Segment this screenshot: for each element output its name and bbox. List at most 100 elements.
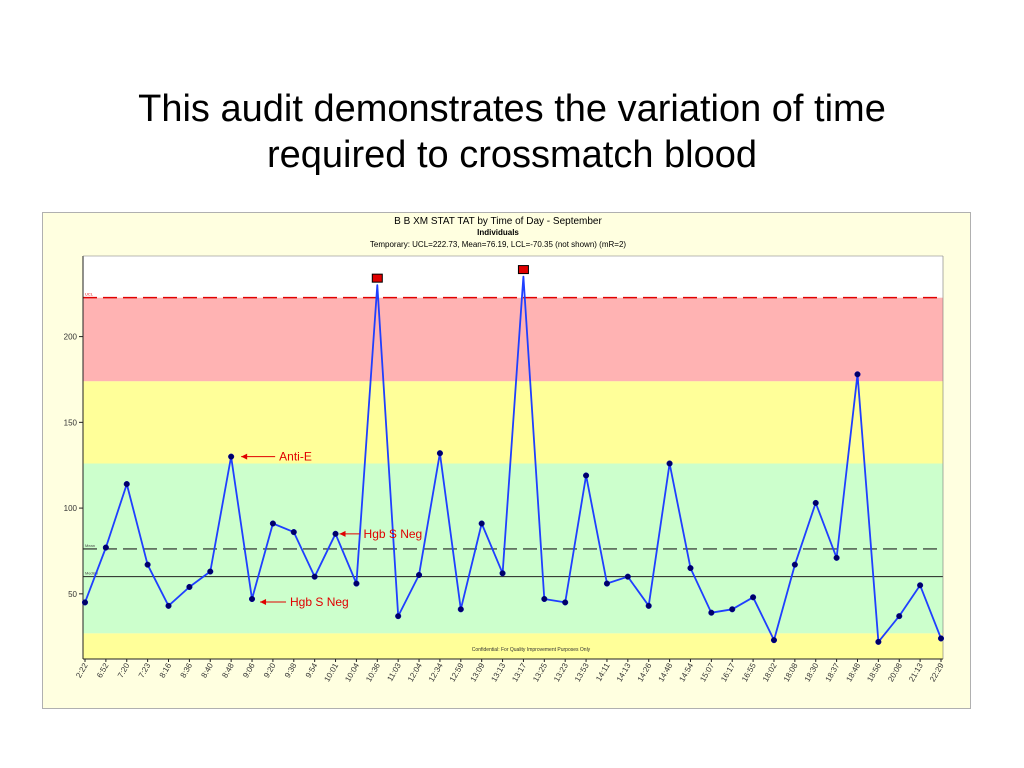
- x-tick-label: 14:26: [636, 661, 654, 683]
- x-tick-label: 18:56: [865, 661, 883, 683]
- data-point: [937, 635, 945, 642]
- x-tick-label: 9:06: [241, 661, 257, 679]
- data-point: [102, 544, 109, 551]
- data-point: [562, 599, 569, 606]
- x-tick-label: 6:52: [95, 661, 111, 679]
- x-tick-label: 20:08: [886, 661, 904, 683]
- x-tick-label: 22:29: [928, 661, 946, 683]
- data-point: [186, 583, 193, 591]
- x-tick-label: 9:54: [304, 661, 320, 679]
- data-point: [583, 472, 590, 479]
- x-tick-label: 8:48: [220, 661, 236, 679]
- x-tick-label: 18:08: [782, 661, 800, 683]
- x-tick-label: 15:07: [698, 661, 716, 683]
- x-tick-label: 10:36: [364, 661, 382, 683]
- x-tick-label: 12:04: [406, 661, 424, 683]
- data-point: [81, 599, 89, 606]
- y-tick-label: 200: [64, 333, 78, 342]
- data-point: [603, 580, 611, 587]
- annotation-arrow-head: [260, 598, 267, 605]
- data-point: [248, 595, 256, 603]
- data-point: [917, 582, 924, 589]
- x-tick-label: 7:23: [137, 661, 153, 679]
- data-point: [896, 613, 903, 620]
- x-tick-label: 14:13: [615, 661, 633, 683]
- x-tick-label: 14:54: [677, 661, 695, 683]
- data-point: [415, 571, 423, 579]
- annotation-arrow-head: [339, 530, 346, 537]
- plot-area: UCL Mean Median 50 100 150 200 2:22 6:52 7:20 7:23…: [64, 255, 946, 683]
- data-point: [332, 530, 339, 537]
- y-tick-label: 50: [68, 590, 77, 599]
- data-point: [750, 594, 757, 601]
- data-point: [269, 520, 276, 527]
- x-tick-label: 9:20: [262, 661, 278, 679]
- x-tick-label: 14:48: [657, 661, 675, 683]
- x-tick-label: 21:13: [907, 661, 925, 683]
- x-tick-label: 11:03: [385, 661, 403, 683]
- out-of-control-marker: [371, 273, 383, 283]
- data-point: [708, 609, 715, 616]
- data-point: [311, 573, 318, 580]
- data-point: [165, 602, 172, 609]
- chart-subtitle: Individuals: [477, 228, 519, 237]
- data-point: [854, 371, 861, 378]
- x-tick-label: 13:25: [531, 661, 549, 683]
- mean-label: Mean: [85, 543, 95, 548]
- x-tick-label: 8:16: [158, 661, 174, 679]
- y-tick-label: 100: [64, 504, 78, 513]
- annotation-label: Hgb S Neg: [290, 595, 349, 609]
- chart-title: B B XM STAT TAT by Time of Day - Septemb…: [394, 216, 602, 227]
- slide-title-line-1: This audit demonstrates the variation of…: [138, 88, 886, 130]
- x-tick-label: 13:17: [510, 661, 528, 683]
- data-point: [624, 573, 631, 580]
- data-point: [290, 529, 297, 536]
- data-point: [228, 453, 235, 460]
- x-tick-label: 16:55: [740, 661, 758, 683]
- chart-stats-line: Temporary: UCL=222.73, Mean=76.19, LCL=-…: [370, 240, 626, 249]
- data-point: [353, 580, 360, 587]
- data-point: [812, 499, 819, 506]
- data-point: [541, 595, 548, 603]
- x-tick-label: 16:17: [719, 661, 737, 683]
- slide-title: This audit demonstrates the variation of…: [40, 86, 984, 178]
- annotation-label: Hgb S Neg: [364, 527, 423, 541]
- zone-band-0: [83, 633, 943, 659]
- data-point: [144, 561, 151, 568]
- data-point: [123, 481, 130, 488]
- x-tick-label: 7:20: [116, 661, 132, 679]
- data-point: [875, 638, 882, 645]
- x-tick-label: 8:36: [179, 661, 195, 679]
- center-label: Median: [85, 571, 98, 576]
- x-tick-label: 18:37: [824, 661, 842, 683]
- out-of-control-marker: [517, 265, 529, 275]
- x-tick-label: 13:09: [469, 661, 487, 683]
- x-tick-label: 12:59: [448, 661, 466, 683]
- data-point: [436, 450, 443, 457]
- x-tick-label: 9:38: [283, 661, 299, 679]
- x-tick-label: 10:01: [322, 661, 340, 683]
- data-point: [770, 637, 778, 644]
- x-tick-label: 13:23: [552, 661, 570, 683]
- data-point: [729, 606, 736, 613]
- data-point: [687, 565, 694, 572]
- x-tick-label: 10:04: [343, 661, 361, 683]
- control-chart-svg: B B XM STAT TAT by Time of Day - Septemb…: [64, 216, 946, 683]
- y-tick-label: 150: [64, 418, 78, 427]
- x-tick-label: 18:48: [844, 661, 862, 683]
- x-tick-label: 13:53: [573, 661, 591, 683]
- x-tick-label: 14:11: [594, 661, 612, 683]
- x-tick-label: 12:34: [427, 661, 445, 683]
- data-point: [499, 570, 506, 577]
- series-line: [84, 275, 942, 643]
- slide-title-line-2: required to crossmatch blood: [266, 134, 758, 176]
- data-point: [478, 520, 485, 527]
- zone-band-3: [83, 297, 943, 382]
- data-point: [666, 460, 673, 467]
- x-tick-label: 18:30: [803, 661, 821, 683]
- x-tick-label: 8:40: [199, 661, 215, 679]
- data-point: [457, 606, 464, 613]
- data-point: [645, 602, 652, 609]
- ucl-label: UCL: [85, 292, 94, 297]
- data-point: [207, 568, 214, 575]
